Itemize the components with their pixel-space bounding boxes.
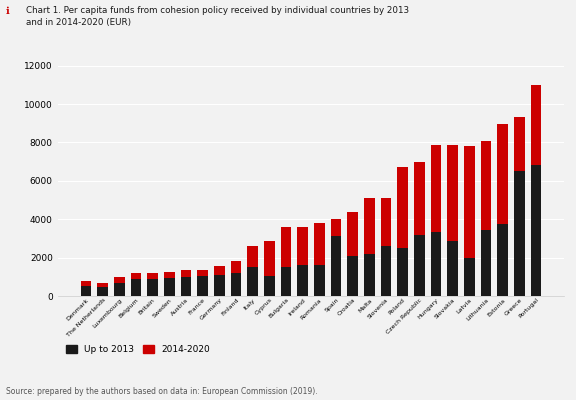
Bar	[114, 282, 125, 296]
Bar	[314, 265, 325, 296]
Bar	[230, 262, 241, 273]
Bar	[414, 234, 425, 296]
Bar	[364, 254, 375, 296]
Bar	[514, 118, 525, 171]
Bar	[448, 145, 458, 241]
Bar	[264, 241, 275, 276]
Bar	[198, 276, 208, 296]
Bar	[364, 198, 375, 254]
Bar	[431, 145, 441, 232]
Bar	[114, 277, 125, 282]
Bar	[247, 246, 258, 267]
Bar	[97, 282, 108, 287]
Bar	[147, 279, 158, 296]
Bar	[264, 276, 275, 296]
Bar	[181, 270, 191, 277]
Text: Source: prepared by the authors based on data in: European Commission (2019).: Source: prepared by the authors based on…	[6, 387, 317, 396]
Legend: Up to 2013, 2014-2020: Up to 2013, 2014-2020	[62, 341, 213, 358]
Bar	[147, 273, 158, 279]
Bar	[347, 212, 358, 256]
Bar	[497, 224, 508, 296]
Bar	[480, 142, 491, 230]
Bar	[530, 85, 541, 166]
Bar	[247, 267, 258, 296]
Bar	[230, 273, 241, 296]
Bar	[214, 266, 225, 275]
Bar	[281, 227, 291, 267]
Bar	[397, 167, 408, 248]
Bar	[448, 241, 458, 296]
Bar	[480, 230, 491, 296]
Bar	[464, 146, 475, 258]
Bar	[381, 246, 392, 296]
Bar	[314, 223, 325, 265]
Bar	[331, 219, 342, 236]
Bar	[181, 277, 191, 296]
Bar	[214, 275, 225, 296]
Bar	[131, 273, 142, 279]
Bar	[381, 198, 392, 246]
Bar	[431, 232, 441, 296]
Bar	[331, 236, 342, 296]
Bar	[281, 267, 291, 296]
Bar	[514, 171, 525, 296]
Bar	[81, 286, 92, 296]
Bar	[497, 124, 508, 224]
Bar	[530, 166, 541, 296]
Bar	[297, 227, 308, 265]
Bar	[464, 258, 475, 296]
Bar	[164, 272, 175, 278]
Bar	[81, 281, 92, 286]
Bar	[164, 278, 175, 296]
Bar	[97, 287, 108, 296]
Text: ℹ: ℹ	[6, 6, 10, 16]
Text: and in 2014-2020 (EUR): and in 2014-2020 (EUR)	[26, 18, 131, 27]
Bar	[397, 248, 408, 296]
Bar	[297, 265, 308, 296]
Bar	[131, 279, 142, 296]
Bar	[198, 270, 208, 276]
Bar	[347, 256, 358, 296]
Text: Chart 1. Per capita funds from cohesion policy received by individual countries : Chart 1. Per capita funds from cohesion …	[26, 6, 409, 15]
Bar	[414, 162, 425, 234]
